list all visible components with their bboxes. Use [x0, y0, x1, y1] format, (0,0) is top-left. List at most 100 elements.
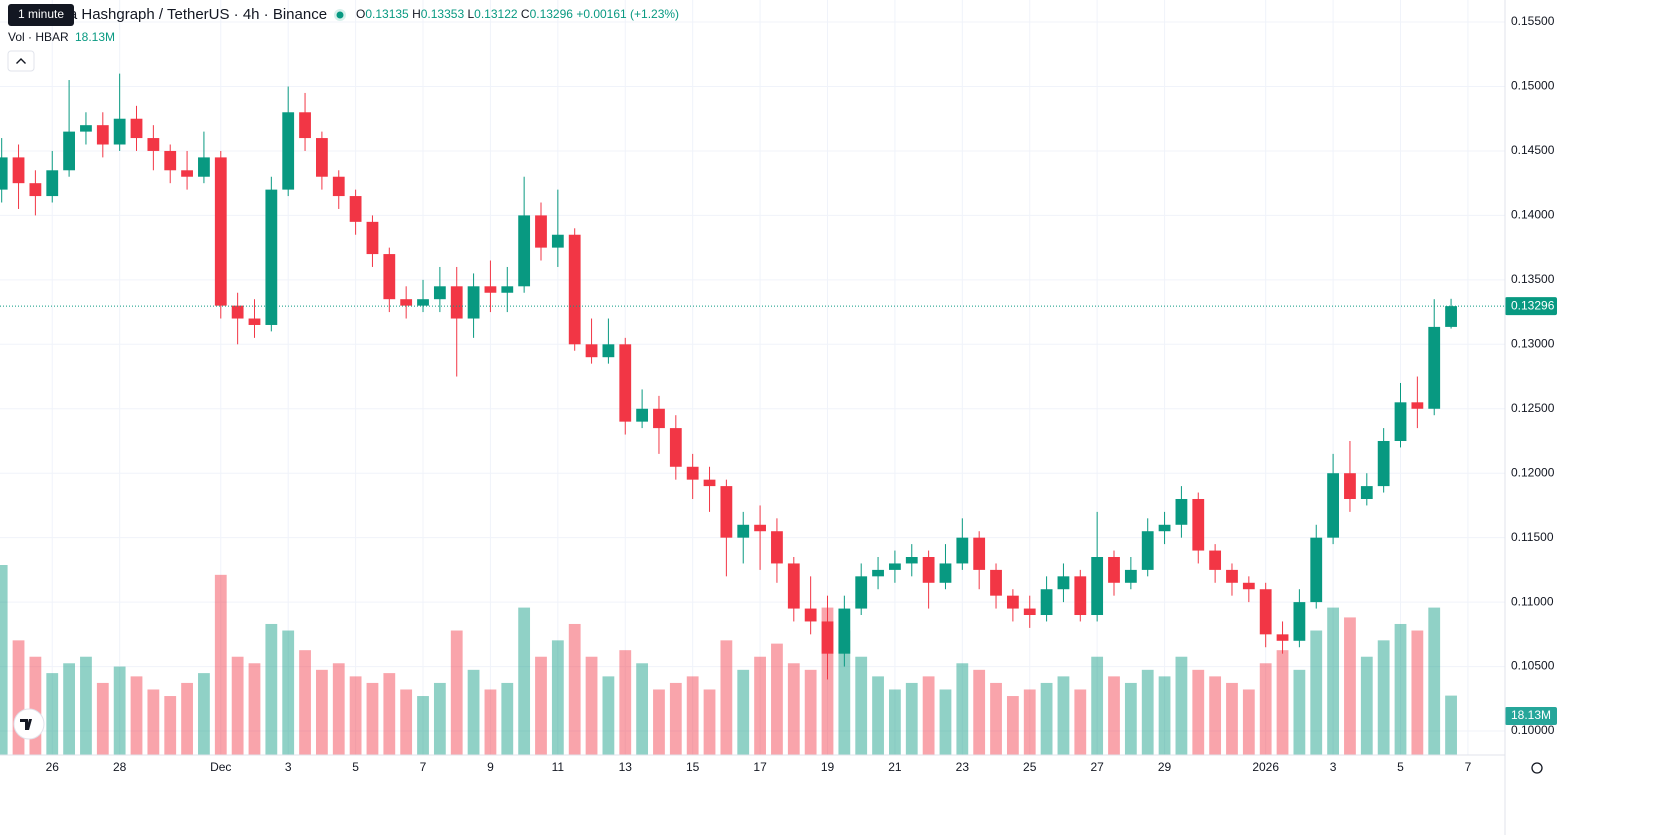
y-tick-label: 0.10000	[1511, 723, 1555, 737]
candle-body	[0, 157, 8, 190]
candle-body	[535, 215, 547, 248]
candle-body	[1360, 486, 1373, 499]
x-tick-label: 26	[46, 760, 60, 774]
volume-value: 18.13M	[75, 30, 115, 44]
volume-bar	[248, 663, 261, 755]
candle-body	[636, 408, 649, 422]
volume-bar	[737, 669, 750, 755]
candle-body	[1377, 440, 1390, 487]
x-tick-label: 9	[487, 760, 494, 774]
x-tick-label: 21	[888, 760, 902, 774]
candle-body	[1445, 306, 1457, 327]
volume-bar	[602, 676, 615, 755]
volume-bar	[130, 676, 143, 755]
candle-body	[400, 299, 413, 306]
candle-body	[450, 286, 463, 319]
x-tick-label: 11	[552, 760, 565, 774]
candle-body	[956, 537, 969, 564]
ohlc-value: 0.13353	[421, 7, 465, 21]
volume-bar	[1091, 656, 1104, 755]
volume-bar	[467, 669, 480, 755]
candle-body	[332, 176, 345, 197]
ohlc-label: H	[412, 7, 421, 21]
y-tick-label: 0.11000	[1511, 594, 1554, 608]
volume-bar	[433, 682, 446, 755]
candle-body	[12, 157, 25, 184]
volume-bar	[551, 640, 564, 755]
volume-bar	[1428, 607, 1441, 755]
volume-bar	[821, 607, 834, 755]
volume-bar	[1158, 676, 1171, 755]
x-tick-label: 23	[956, 760, 970, 774]
overlay: 0.13296 18.13M	[0, 297, 1557, 725]
candle-body	[433, 286, 446, 300]
candles	[0, 73, 1457, 680]
candle-body	[315, 138, 328, 177]
volume-bar	[282, 630, 295, 755]
volume-bar	[838, 630, 851, 755]
candle-body	[383, 254, 396, 300]
candle-body	[1023, 608, 1036, 616]
candle-body	[96, 125, 109, 145]
candle-body	[1310, 537, 1323, 603]
volume-bar	[1074, 689, 1087, 755]
candle-body	[1124, 569, 1137, 583]
candle-body	[855, 576, 868, 609]
volume-bar	[939, 689, 952, 755]
volume-bar	[299, 650, 311, 755]
volume-bar	[12, 640, 25, 755]
candle-body	[484, 286, 497, 293]
volume-bar	[501, 682, 514, 755]
candle-body	[198, 157, 210, 177]
x-tick-label: 27	[1090, 760, 1104, 774]
candle-body	[973, 537, 986, 570]
volume-bar	[922, 676, 935, 755]
candle-body	[1226, 569, 1238, 583]
y-tick-label: 0.12500	[1511, 401, 1555, 415]
candle-body	[467, 286, 480, 319]
volume-bar	[231, 656, 244, 755]
volume-bar	[585, 656, 598, 755]
volume-bar	[147, 689, 160, 755]
settings-icon[interactable]	[1531, 762, 1543, 774]
volume-bar	[1411, 630, 1424, 755]
volume-bar	[1259, 663, 1272, 755]
ohlc-label: O	[356, 7, 365, 21]
candle-body	[80, 125, 92, 132]
volume-bar	[956, 663, 969, 755]
candle-body	[1394, 402, 1407, 441]
candle-body	[1242, 582, 1255, 590]
volume-bar	[1226, 682, 1238, 755]
candle-body	[585, 344, 598, 358]
candle-body	[669, 428, 682, 467]
volume-bar	[568, 623, 581, 755]
candle-body	[922, 557, 935, 583]
volume-bar	[855, 656, 868, 755]
candle-body	[804, 608, 817, 622]
candle-body	[1276, 634, 1289, 641]
candle-body	[1411, 402, 1424, 409]
x-tick-label: 28	[113, 760, 127, 774]
x-tick-label: 29	[1158, 760, 1172, 774]
candle-body	[703, 479, 716, 487]
volume-bar	[990, 682, 1002, 755]
candle-body	[568, 234, 581, 345]
ohlc-value: 0.13296	[530, 7, 574, 21]
candle-body	[1141, 531, 1154, 570]
candle-body	[1108, 557, 1120, 583]
last-price-tag	[1505, 297, 1557, 316]
volume-bar	[181, 682, 193, 755]
volume-bar	[214, 574, 227, 755]
volume-title: Vol · HBAR	[8, 30, 69, 44]
volume-bar	[198, 673, 210, 755]
y-tick-label: 0.14000	[1511, 208, 1555, 222]
volume-bar	[0, 565, 8, 755]
y-tick-label: 0.13500	[1511, 272, 1555, 286]
ohlc-legend: O0.13135 H0.13353 L0.13122 C0.13296 +0.0…	[356, 7, 679, 21]
volume-bar	[315, 669, 328, 755]
candle-body	[1040, 589, 1053, 616]
volume-bar	[1293, 669, 1306, 755]
collapse-button[interactable]	[7, 50, 35, 72]
candle-body	[990, 569, 1002, 596]
